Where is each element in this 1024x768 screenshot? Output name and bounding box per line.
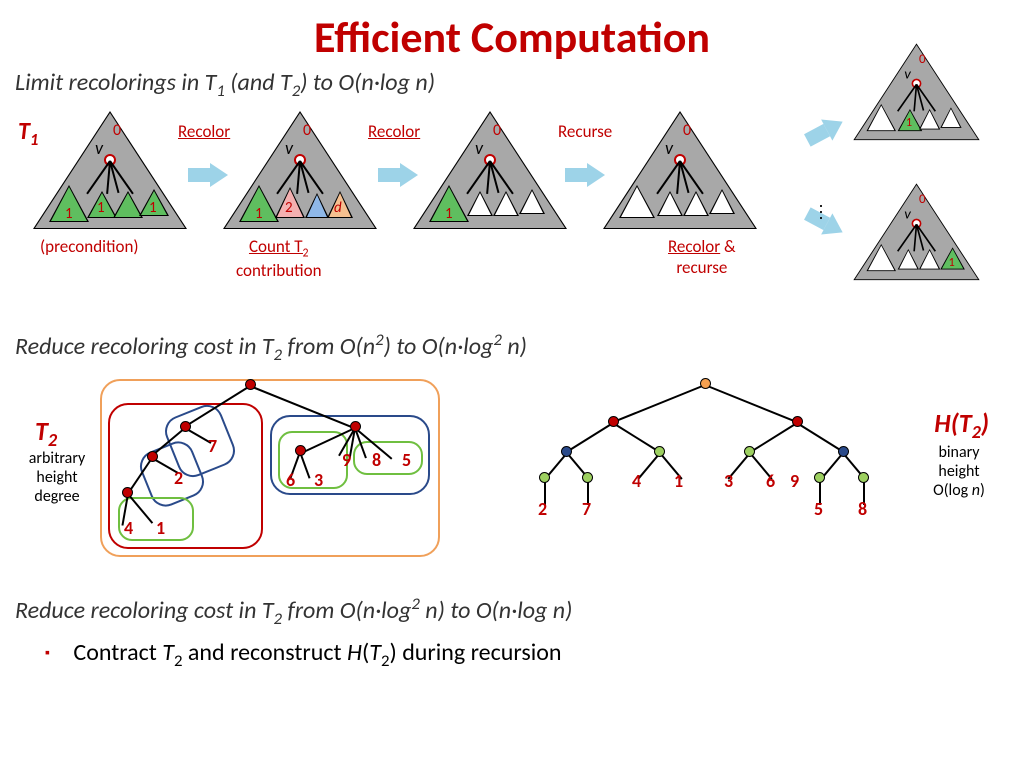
caption-recolor-recurse: Recolor &recurse	[668, 236, 736, 278]
triangle-row: T1 ⋯ 0 v 1 1 1 (precondition) 0 v	[0, 103, 1024, 323]
dots-icon: ⋯	[810, 203, 832, 221]
arrow-icon	[565, 163, 605, 187]
t2-row: T2 arbitraryheightdegree H(T2) binaryhei…	[0, 365, 1024, 585]
bullet-contract: Contract T2 and reconstruct H(T2) during…	[0, 638, 1024, 671]
arrow-icon	[188, 163, 228, 187]
caption-recolor-1: Recolor	[178, 121, 230, 142]
caption-recurse: Recurse	[558, 121, 612, 142]
t2-subtitle: arbitraryheightdegree	[22, 449, 92, 506]
caption-count-t2: Count T2 contribution	[236, 236, 322, 281]
caption-precondition: (precondition)	[40, 236, 139, 257]
caption-recolor-2: Recolor	[368, 121, 420, 142]
t2-label: T2	[35, 415, 57, 451]
ht2-tree: 2 7 4 1 3 6 9 5 8	[520, 370, 890, 550]
arrow-icon	[802, 111, 849, 151]
section2-text: Reduce recoloring cost in T2 from O(n2) …	[0, 329, 1024, 365]
ht2-subtitle: binaryheightO(log n)	[919, 443, 999, 500]
t2-tree: 4 1 2 7 6 3 9 8 5	[100, 365, 450, 565]
section3-text: Reduce recoloring cost in T2 from O(n·lo…	[0, 593, 1024, 629]
ht2-label: H(T2)	[934, 407, 989, 443]
arrow-icon	[378, 163, 418, 187]
